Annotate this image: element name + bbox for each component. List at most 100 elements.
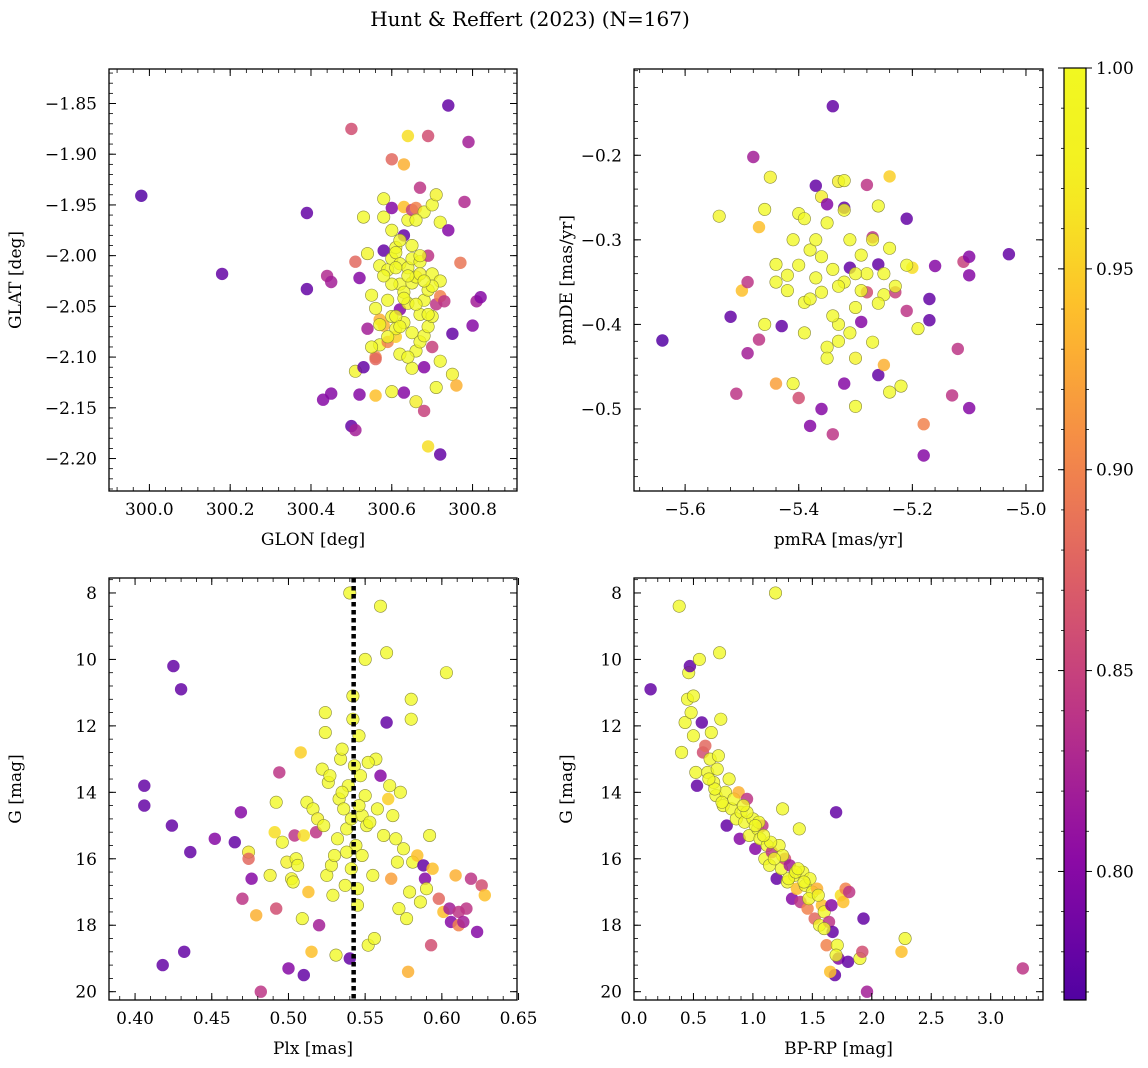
data-point [426, 862, 439, 875]
data-point [786, 233, 800, 247]
y-tick-label: −2.15 [45, 399, 97, 419]
data-point [831, 334, 845, 348]
data-point [767, 852, 781, 866]
data-point [135, 189, 148, 202]
data-point [385, 277, 399, 291]
data-point [393, 785, 407, 799]
data-point [803, 419, 817, 433]
data-point [361, 755, 375, 769]
data-point [763, 170, 777, 184]
data-point [809, 233, 823, 247]
colorbar-gradient [1063, 67, 1087, 1001]
data-point [695, 716, 708, 729]
data-point [749, 842, 762, 855]
data-point [730, 387, 743, 400]
data-point [776, 802, 790, 816]
data-point [318, 725, 332, 739]
colorbar-tick-label: 0.80 [1096, 862, 1134, 882]
y-tick-label: 16 [600, 850, 622, 870]
data-point [413, 895, 427, 909]
y-tick-label: 8 [611, 584, 622, 604]
data-point [215, 267, 229, 281]
data-point [792, 822, 806, 836]
data-point [963, 401, 976, 415]
data-point [184, 845, 197, 859]
data-point [841, 955, 855, 968]
data-point [426, 340, 439, 354]
data-point [923, 292, 936, 306]
y-tick-label: −2.20 [45, 450, 97, 470]
data-point [450, 379, 463, 392]
data-point [758, 202, 772, 216]
data-point [692, 652, 706, 666]
y-tick-label: −0.3 [581, 231, 622, 251]
data-point [470, 925, 484, 939]
data-point [797, 326, 811, 340]
plot-area [109, 578, 517, 1000]
data-point [872, 368, 885, 382]
data-point [792, 258, 806, 272]
data-point [786, 377, 800, 391]
data-point [860, 985, 874, 998]
panel-pmra_pmde: −5.6 −5.4 −5.2 −5.0 −0.2 −0.3 −0.4 −0.5 pmRA [ma… [557, 68, 1047, 550]
y-axis-label: G [mag] [557, 754, 577, 823]
data-point [300, 282, 314, 296]
data-point [446, 327, 459, 340]
data-point [242, 852, 255, 865]
data-point [741, 275, 754, 289]
x-tick-label: 0.5 [680, 1009, 707, 1029]
data-point [417, 274, 431, 288]
data-point [829, 948, 843, 962]
x-tick-label: 300.2 [206, 500, 255, 520]
data-point [418, 872, 432, 885]
x-tick-label: 3.0 [977, 1009, 1004, 1029]
data-point [236, 892, 249, 905]
figure-title: Hunt & Reffert (2023) (N=167) [370, 7, 690, 31]
data-point [877, 358, 891, 372]
data-point [656, 334, 669, 347]
data-point [963, 250, 976, 263]
data-point [291, 858, 305, 872]
data-point [165, 819, 179, 832]
data-point [686, 729, 700, 743]
y-axis-label: GLAT [deg] [6, 231, 26, 329]
y-tick-label: 14 [600, 783, 622, 803]
data-point [672, 599, 686, 613]
plot-area [109, 69, 517, 491]
data-point [401, 350, 415, 364]
data-point [373, 599, 387, 613]
data-point [439, 666, 453, 680]
data-point [419, 882, 433, 896]
data-point [385, 153, 398, 166]
y-tick-label: −0.4 [581, 315, 622, 335]
data-point [797, 875, 811, 889]
data-point [385, 872, 398, 885]
data-point [883, 170, 896, 183]
data-point [433, 215, 447, 229]
axes-frame [108, 68, 518, 492]
data-point [352, 729, 366, 743]
data-point [323, 769, 337, 783]
data-point [433, 354, 447, 368]
data-point [413, 249, 427, 263]
data-point [888, 279, 902, 293]
x-tick-label: 1.0 [739, 1009, 766, 1029]
data-point [421, 129, 435, 143]
data-point [404, 712, 418, 726]
data-point [325, 387, 338, 400]
data-point [263, 868, 277, 882]
data-point [458, 195, 471, 209]
data-point [871, 296, 885, 310]
data-point [843, 885, 856, 899]
data-point [894, 379, 908, 393]
data-point [792, 391, 805, 405]
data-point [826, 262, 840, 276]
data-point [714, 712, 728, 726]
scatter-points [644, 586, 1029, 998]
data-point [442, 99, 455, 112]
data-point [380, 646, 394, 660]
data-point [397, 158, 411, 171]
data-point [305, 945, 318, 958]
data-point [370, 802, 384, 816]
data-point [769, 257, 783, 271]
